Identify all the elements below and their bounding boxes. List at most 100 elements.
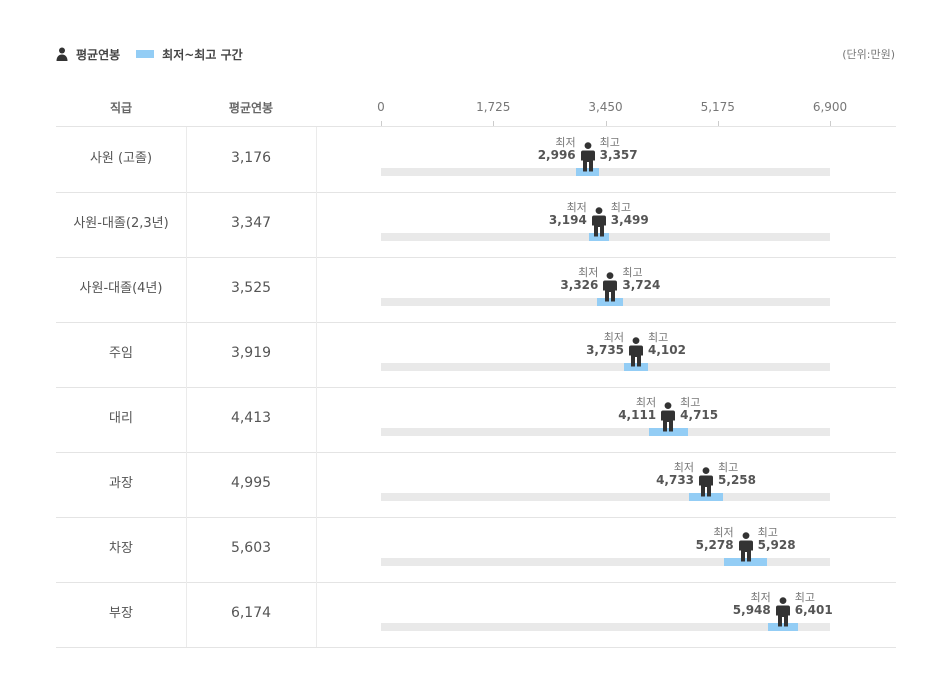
table-row: 사원-대졸(4년) 3,525 [56, 257, 896, 323]
max-salary-label: 최고 4,715 [680, 396, 718, 422]
min-caption: 최저 [555, 136, 576, 149]
column-header-avg: 평균연봉 [228, 101, 274, 115]
max-salary-label: 최고 5,928 [758, 526, 796, 552]
range-track [381, 168, 830, 176]
max-salary-value: 5,928 [757, 538, 796, 552]
x-tick-label: 6,900 [812, 100, 848, 114]
max-salary-value: 3,499 [610, 213, 649, 227]
min-salary-label: 최저 4,111 [618, 396, 656, 422]
max-caption: 최고 [610, 201, 632, 214]
min-salary-value: 5,948 [732, 603, 771, 617]
min-salary-value: 4,111 [618, 408, 657, 422]
min-salary-label: 최저 3,326 [560, 266, 598, 292]
min-salary-label: 최저 5,948 [733, 591, 771, 617]
max-salary-label: 최고 4,102 [648, 331, 686, 357]
max-salary-label: 최고 3,357 [600, 136, 638, 162]
table-row: 차장 5,603 [56, 517, 896, 583]
avg-salary-value: 3,347 [186, 192, 317, 257]
grade-label: 부장 [56, 582, 187, 647]
avg-salary-value: 3,525 [186, 257, 317, 322]
max-caption: 최고 [648, 331, 669, 344]
max-caption: 최고 [680, 396, 701, 409]
salary-range-bar [768, 623, 798, 631]
max-salary-label: 최고 6,401 [795, 591, 833, 617]
grade-label: 과장 [56, 452, 187, 517]
x-tick-mark [606, 121, 607, 126]
range-track [381, 493, 830, 501]
min-salary-label: 최저 4,733 [656, 461, 694, 487]
avg-person-marker [602, 272, 618, 302]
min-caption: 최저 [673, 461, 695, 474]
salary-range-bar [624, 363, 648, 371]
avg-person-marker [591, 207, 607, 237]
legend: 평균연봉 최저~최고 구간 [56, 44, 243, 64]
max-salary-label: 최고 3,724 [622, 266, 660, 292]
avg-salary-value: 4,413 [186, 387, 317, 452]
max-salary-value: 4,102 [648, 343, 686, 357]
max-salary-label: 최고 3,499 [611, 201, 649, 227]
min-salary-value: 5,278 [695, 538, 734, 552]
max-salary-value: 5,258 [718, 473, 756, 487]
max-caption: 최고 [794, 591, 815, 604]
salary-range-bar [597, 298, 624, 306]
x-tick-mark [381, 121, 382, 126]
avg-person-marker [738, 532, 754, 562]
salary-range-bar [588, 233, 609, 241]
min-caption: 최저 [750, 591, 771, 604]
legend-range-swatch [136, 50, 155, 58]
header-divider [56, 126, 896, 127]
min-caption: 최저 [566, 201, 587, 214]
max-caption: 최고 [718, 461, 739, 474]
x-tick-label: 0 [377, 100, 385, 114]
legend-range-label: 최저~최고 구간 [162, 47, 243, 62]
max-salary-value: 4,715 [680, 408, 719, 422]
avg-person-marker [698, 467, 714, 497]
range-track [381, 623, 830, 631]
min-salary-label: 최저 3,735 [586, 331, 624, 357]
salary-range-bar [688, 493, 724, 501]
grade-label: 주임 [56, 322, 187, 387]
table-row: 사원 (고졸) 3,176 [56, 127, 896, 193]
avg-salary-value: 3,919 [186, 322, 317, 387]
max-salary-value: 3,357 [599, 148, 638, 162]
min-salary-value: 3,326 [560, 278, 599, 292]
x-tick-mark [493, 121, 494, 126]
avg-salary-value: 6,174 [186, 582, 317, 647]
min-salary-value: 3,194 [548, 213, 587, 227]
min-caption: 최저 [603, 331, 625, 344]
x-tick-label: 3,450 [588, 100, 623, 114]
max-caption: 최고 [757, 526, 778, 539]
min-caption: 최저 [635, 396, 657, 409]
min-caption: 최저 [713, 526, 734, 539]
min-salary-label: 최저 3,194 [549, 201, 587, 227]
table-row: 과장 4,995 [56, 452, 896, 518]
min-salary-label: 최저 5,278 [696, 526, 734, 552]
person-icon [56, 47, 68, 61]
range-track [381, 363, 830, 371]
table-row: 사원-대졸(2,3년) 3,347 [56, 192, 896, 258]
min-salary-value: 2,996 [537, 148, 576, 162]
avg-salary-value: 5,603 [186, 517, 317, 582]
avg-salary-value: 4,995 [186, 452, 317, 517]
min-salary-value: 4,733 [656, 473, 695, 487]
salary-range-bar [724, 558, 767, 566]
x-tick-label: 5,175 [700, 100, 735, 114]
salary-range-bar [575, 168, 600, 176]
min-salary-label: 최저 2,996 [538, 136, 576, 162]
avg-person-marker [660, 402, 676, 432]
table-row: 부장 6,174 [56, 582, 896, 648]
unit-label: (단위:만원) [842, 48, 895, 61]
avg-salary-value: 3,176 [186, 127, 317, 192]
avg-person-marker [628, 337, 644, 367]
legend-avg-label: 평균연봉 [76, 47, 121, 62]
salary-range-bar [648, 428, 688, 436]
min-salary-value: 3,735 [586, 343, 625, 357]
avg-person-marker [580, 142, 596, 172]
x-tick-mark [830, 121, 831, 126]
column-header-grade: 직급 [109, 101, 133, 115]
max-caption: 최고 [622, 266, 643, 279]
min-caption: 최저 [578, 266, 599, 279]
table-row: 주임 3,919 [56, 322, 896, 388]
x-tick-label: 1,725 [476, 100, 511, 114]
grade-label: 차장 [56, 517, 187, 582]
